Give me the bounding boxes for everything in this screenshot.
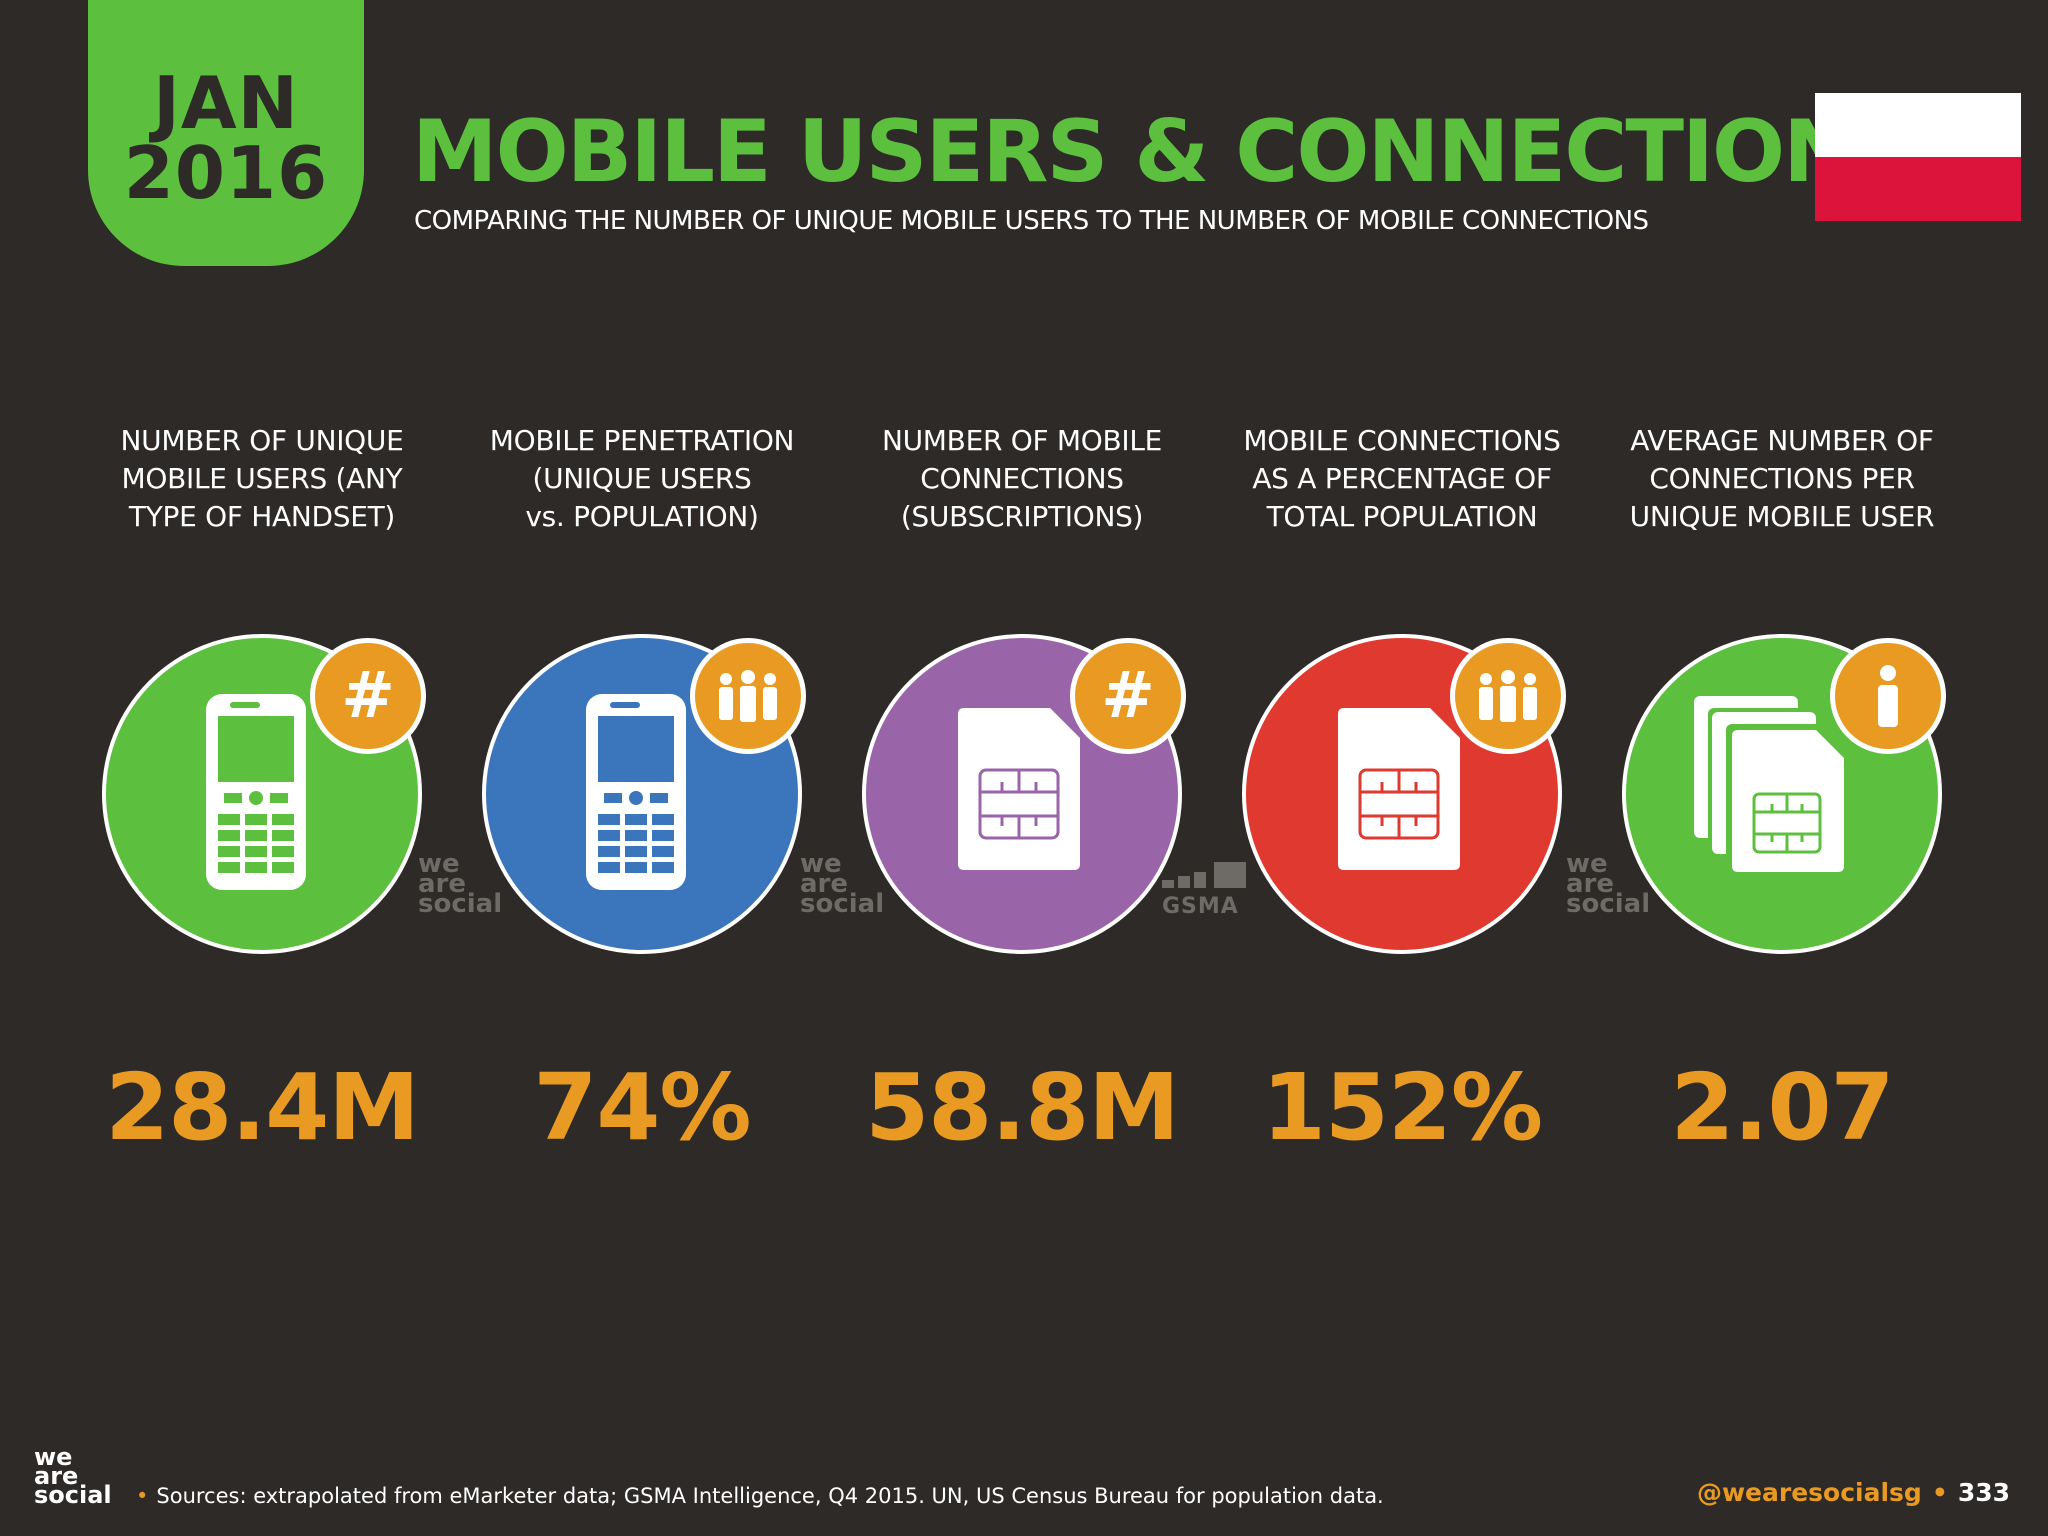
- gsma-watermark: GSMA: [1162, 862, 1250, 919]
- sources-note: • Sources: extrapolated from eMarketer da…: [136, 1484, 1384, 1508]
- footer-handle-and-page: @wearesocialsg • 333: [1696, 1478, 2010, 1507]
- people-icon: [690, 638, 806, 754]
- page-subtitle: COMPARING THE NUMBER OF UNIQUE MOBILE US…: [414, 206, 1649, 236]
- stat-value: 58.8M: [865, 1054, 1180, 1161]
- we-are-social-watermark: we are social: [800, 849, 885, 919]
- stat-mobile-connections: NUMBER OF MOBILE CONNECTIONS (SUBSCRIPTI…: [832, 422, 1212, 1161]
- stat-label: NUMBER OF MOBILE CONNECTIONS (SUBSCRIPTI…: [881, 424, 1163, 533]
- stat-value: 28.4M: [105, 1054, 420, 1161]
- hash-icon: #: [310, 638, 426, 754]
- page-number: 333: [1957, 1478, 2010, 1507]
- stat-label: NUMBER OF UNIQUE MOBILE USERS (ANY TYPE …: [120, 424, 404, 533]
- stat-unique-mobile-users: NUMBER OF UNIQUE MOBILE USERS (ANY TYPE …: [72, 422, 452, 1161]
- hash-icon: #: [1070, 638, 1186, 754]
- stat-mobile-penetration: MOBILE PENETRATION (UNIQUE USERS vs. POP…: [452, 422, 832, 1161]
- date-year: 2016: [123, 131, 329, 215]
- we-are-social-watermark: we are social: [418, 849, 503, 919]
- sim-card-icon: [1338, 708, 1460, 870]
- page-title: MOBILE USERS & CONNECTIONS: [412, 102, 1915, 202]
- person-icon: [1830, 638, 1946, 754]
- stat-label: MOBILE PENETRATION (UNIQUE USERS vs. POP…: [489, 424, 795, 533]
- mobile-phone-icon: [206, 694, 306, 890]
- stat-connections-per-user: AVERAGE NUMBER OF CONNECTIONS PER UNIQUE…: [1592, 422, 1972, 1161]
- date-badge: JAN 2016: [88, 0, 364, 266]
- sim-cards-stack-icon: [1694, 696, 1844, 872]
- stat-value: 2.07: [1670, 1054, 1895, 1161]
- people-icon: [1450, 638, 1566, 754]
- date-month: JAN: [153, 61, 299, 145]
- stat-value: 152%: [1261, 1054, 1543, 1161]
- stat-value: 74%: [533, 1054, 751, 1161]
- sim-card-icon: [958, 708, 1080, 870]
- mobile-phone-icon: [586, 694, 686, 890]
- social-handle: @wearesocialsg: [1696, 1478, 1922, 1507]
- poland-flag-icon: [1815, 93, 2021, 221]
- we-are-social-watermark: we are social: [1566, 849, 1651, 919]
- stat-label: AVERAGE NUMBER OF CONNECTIONS PER UNIQUE…: [1629, 424, 1935, 533]
- stat-label: MOBILE CONNECTIONS AS A PERCENTAGE OF TO…: [1243, 424, 1561, 533]
- we-are-social-logo: we are social: [34, 1443, 112, 1509]
- stat-connections-percentage: MOBILE CONNECTIONS AS A PERCENTAGE OF TO…: [1212, 422, 1592, 1161]
